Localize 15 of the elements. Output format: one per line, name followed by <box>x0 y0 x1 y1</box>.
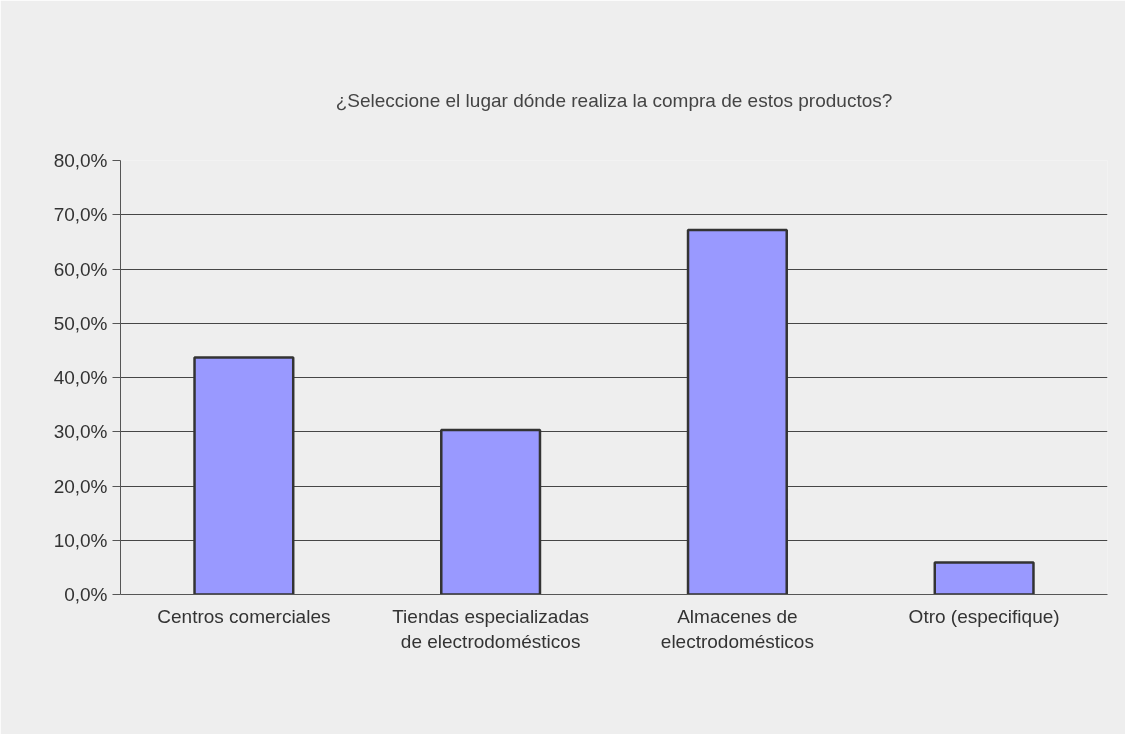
x-tick-label: Tiendas especializadas de electrodomésticos <box>392 605 590 652</box>
x-tick-label: Centros comerciales <box>157 605 331 627</box>
y-tick-label: 40,0% <box>53 367 108 388</box>
y-tick-label: 20,0% <box>53 475 108 497</box>
x-tick-label: Almacenes de electrodomésticos <box>660 605 814 652</box>
y-tick-label: 30,0% <box>53 421 108 443</box>
y-tick-label: 50,0% <box>53 312 108 334</box>
y-tick-label: 60,0% <box>53 258 108 280</box>
chart-title: ¿Seleccione el lugar dónde realiza la compra de estos productos? <box>335 89 893 111</box>
y-tick-label: 70,0% <box>53 204 108 226</box>
y-tick-label: 10,0% <box>53 529 108 551</box>
y-tick-label: 0,0% <box>64 584 108 605</box>
x-tick-label: Otro (especifique) <box>908 605 1060 627</box>
bar <box>933 561 1035 595</box>
y-tick-label: 80,0% <box>53 150 108 171</box>
